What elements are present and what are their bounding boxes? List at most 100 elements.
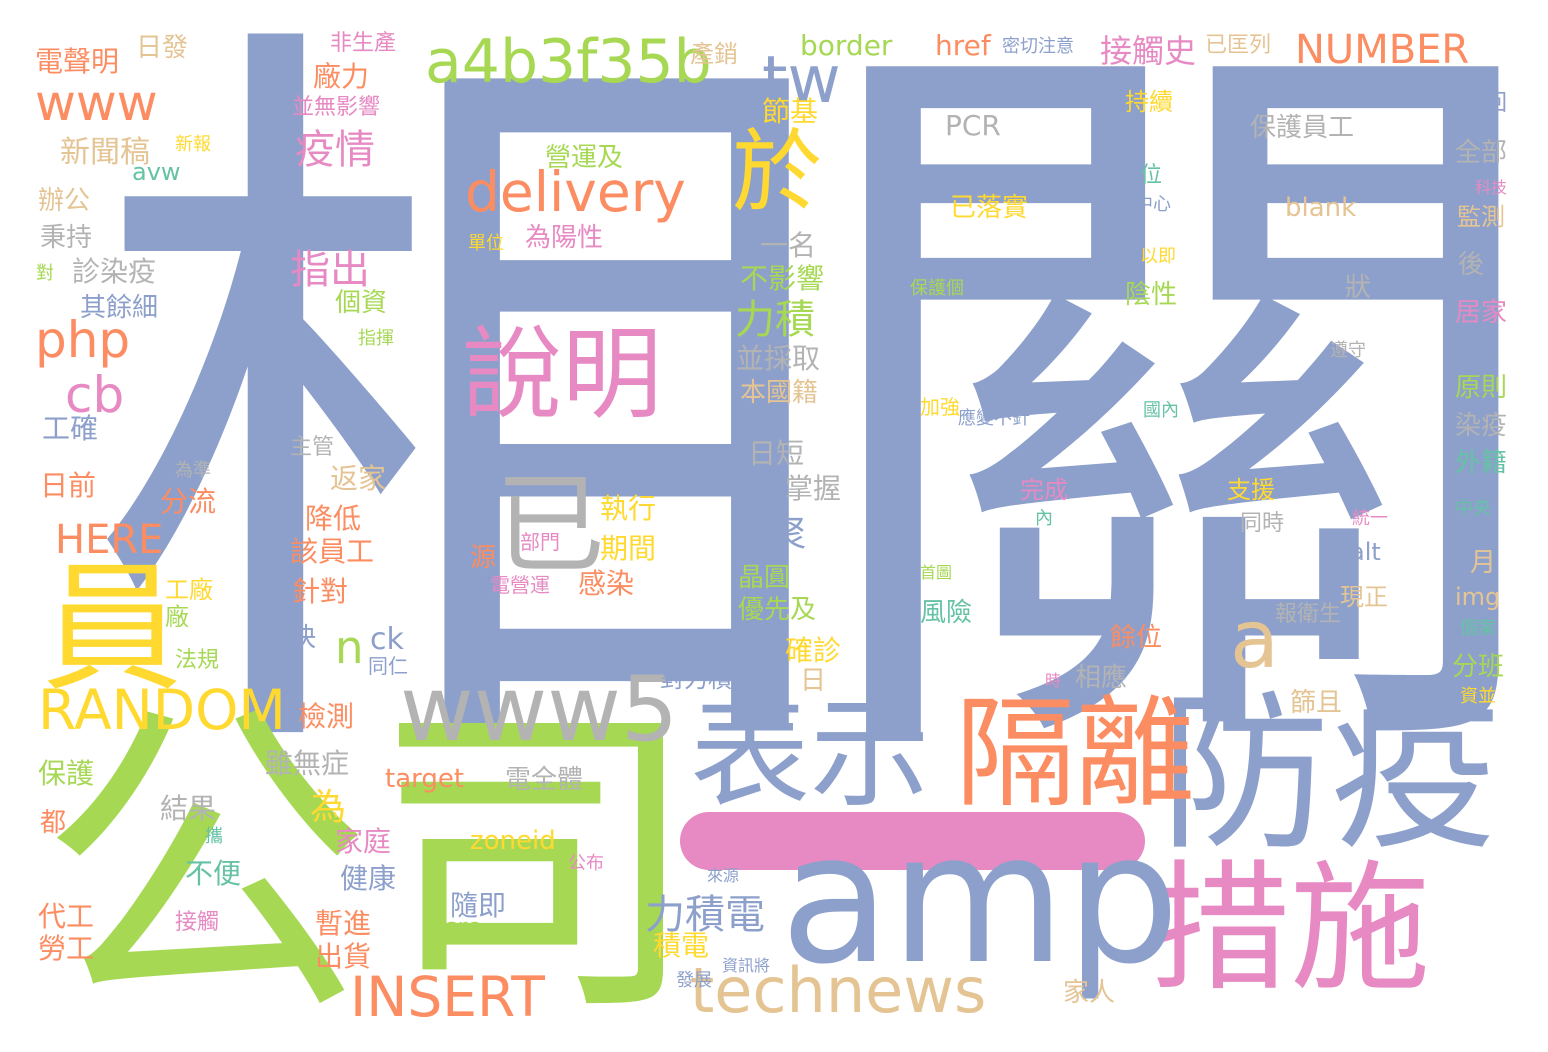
cloud-word: 電聲明 [35,45,120,78]
cloud-word: 公布 [568,853,604,874]
cloud-word: 指揮 [358,328,394,349]
cloud-word: zoneid [470,826,556,856]
cloud-word: 防疫 [1160,676,1501,874]
cloud-word: 保護個 [910,278,964,299]
cloud-word: 工確 [42,412,99,445]
cloud-word: 說明 [462,316,662,433]
cloud-word: border [800,29,893,62]
cloud-word: 部門 [520,530,560,554]
cloud-word: 診染疫 [72,255,157,288]
cloud-word: 檢測 [298,700,355,733]
cloud-word: 全部 [1455,138,1508,168]
cloud-word: cb [65,366,125,424]
cloud-word: 出貨 [315,940,372,973]
cloud-word: 發展 [676,970,712,991]
cloud-word: delivery [465,160,686,224]
cloud-word: 單位 [468,233,504,254]
cloud-word: PCR [945,109,1001,142]
cloud-word: 針對 [292,575,349,608]
cloud-word: 應變不針 [958,408,1030,429]
cloud-word: 結果 [160,792,217,825]
cloud-word: src [445,913,481,941]
cloud-word: 資並 [1460,686,1496,707]
cloud-word: 位 [1140,163,1163,188]
cloud-word: 支援 [1227,476,1275,504]
cloud-word: 監測 [1457,203,1505,231]
cloud-word: 為 [310,787,347,828]
cloud-word: 為陽性 [525,223,604,253]
cloud-word: 員 [42,548,183,711]
cloud-word: 資訊將 [722,956,771,975]
cloud-word: 快 [290,623,317,653]
cloud-word: amp [780,795,1180,1004]
cloud-word: 更新 [1460,343,1496,364]
cloud-word: INSERT [350,965,545,1029]
cloud-word: 日短 [748,437,805,470]
cloud-word: 日前 [40,469,97,502]
cloud-word: 居家 [1455,298,1508,328]
cloud-word: 產銷 [690,40,738,68]
cloud-word: 保護員工 [1250,113,1355,143]
decorative-bar [680,812,1145,870]
cloud-word: 同仁 [368,654,408,678]
cloud-word: 力積 [735,297,815,343]
cloud-word: 原則 [1455,373,1508,403]
cloud-word: technews [690,954,987,1027]
cloud-word: 日 [800,666,827,696]
cloud-word: 狀 [1345,273,1372,303]
cloud-word: 表示 [690,685,930,824]
cloud-word: 個案 [1460,618,1496,639]
cloud-word: 群聚 [730,512,807,556]
cloud-word: HERE [55,517,164,563]
cloud-word: 廠力 [313,60,370,93]
cloud-word: a4b3f35b [425,27,712,97]
cloud-word: 後 [1458,250,1485,280]
cloud-word: 已 [495,461,605,589]
cloud-word: href [935,29,991,62]
cloud-word: 首圖 [920,563,953,582]
cloud-word: 隨即 [450,889,507,922]
cloud-word: 報衛生 [1275,602,1342,627]
cloud-word: 力積電 [645,892,765,938]
cloud-word: 該員工 [290,535,375,568]
cloud-word: target [385,764,465,794]
cloud-word: 非生產 [330,31,397,56]
cloud-word: 其餘細 [80,293,159,323]
cloud-word: 並採取 [736,342,821,375]
cloud-word: 隔離 [955,685,1195,824]
cloud-word: tw [762,43,841,118]
cloud-word: 新聞稿 [60,135,150,170]
cloud-word: 中心 [1135,194,1171,215]
cloud-word: 並無影響 [292,95,381,120]
cloud-word: 來源 [707,866,740,885]
cloud-word: 科技 [1475,178,1508,197]
cloud-word: 已匡列 [1205,33,1272,58]
cloud-word: www [35,74,158,132]
cloud-word: 陰性 [1125,280,1178,310]
cloud-word: 電營運 [490,573,550,597]
cloud-word: 接觸史 [1100,32,1197,70]
cloud-word: 勞工 [38,932,95,965]
cloud-word: 完成 [1020,476,1068,504]
cloud-word: 源 [470,543,497,573]
cloud-word: 節基 [762,95,819,128]
cloud-word: 都 [40,808,67,838]
cloud-word: 廠 [165,603,189,631]
cloud-word: 為準 [175,460,211,481]
cloud-word: 辦公 [38,186,91,216]
cloud-word: ck [370,622,404,657]
cloud-word: 暫進 [315,907,372,940]
cloud-word: 攜 [205,826,223,847]
cloud-word: avw [132,158,181,186]
cloud-word: 對力積 [660,665,732,693]
cloud-word: 染疫 [1455,411,1508,441]
cloud-word: php [35,311,131,369]
cloud-word: 內 [1035,508,1053,529]
cloud-word: 相應 [1075,663,1128,693]
cloud-word: 秉持 [40,223,93,253]
cloud-word: RANDOM [38,678,286,742]
cloud-word: 指出 [290,247,370,293]
cloud-word: 不影響 [740,262,825,295]
cloud-word: 確診 [785,634,842,667]
cloud-word: 不便 [185,857,242,890]
